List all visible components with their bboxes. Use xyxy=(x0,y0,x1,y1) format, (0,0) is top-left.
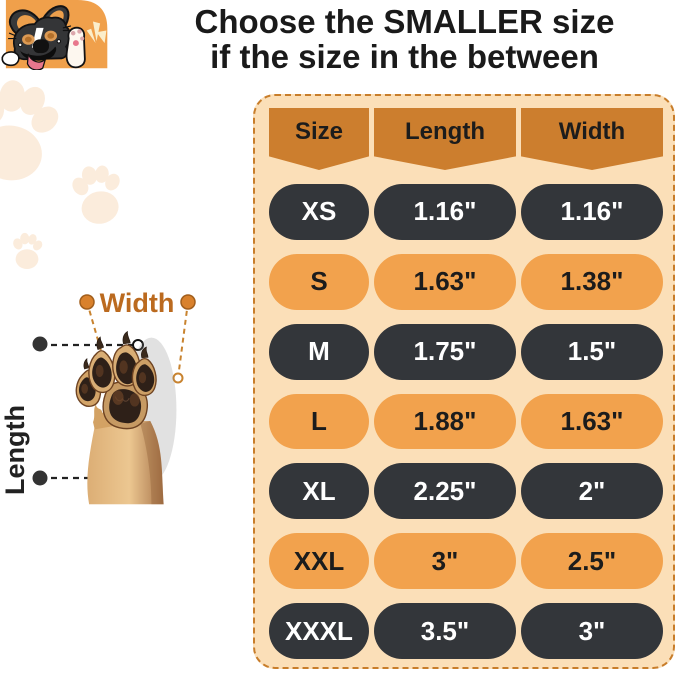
svg-text:Length: Length xyxy=(0,405,30,495)
